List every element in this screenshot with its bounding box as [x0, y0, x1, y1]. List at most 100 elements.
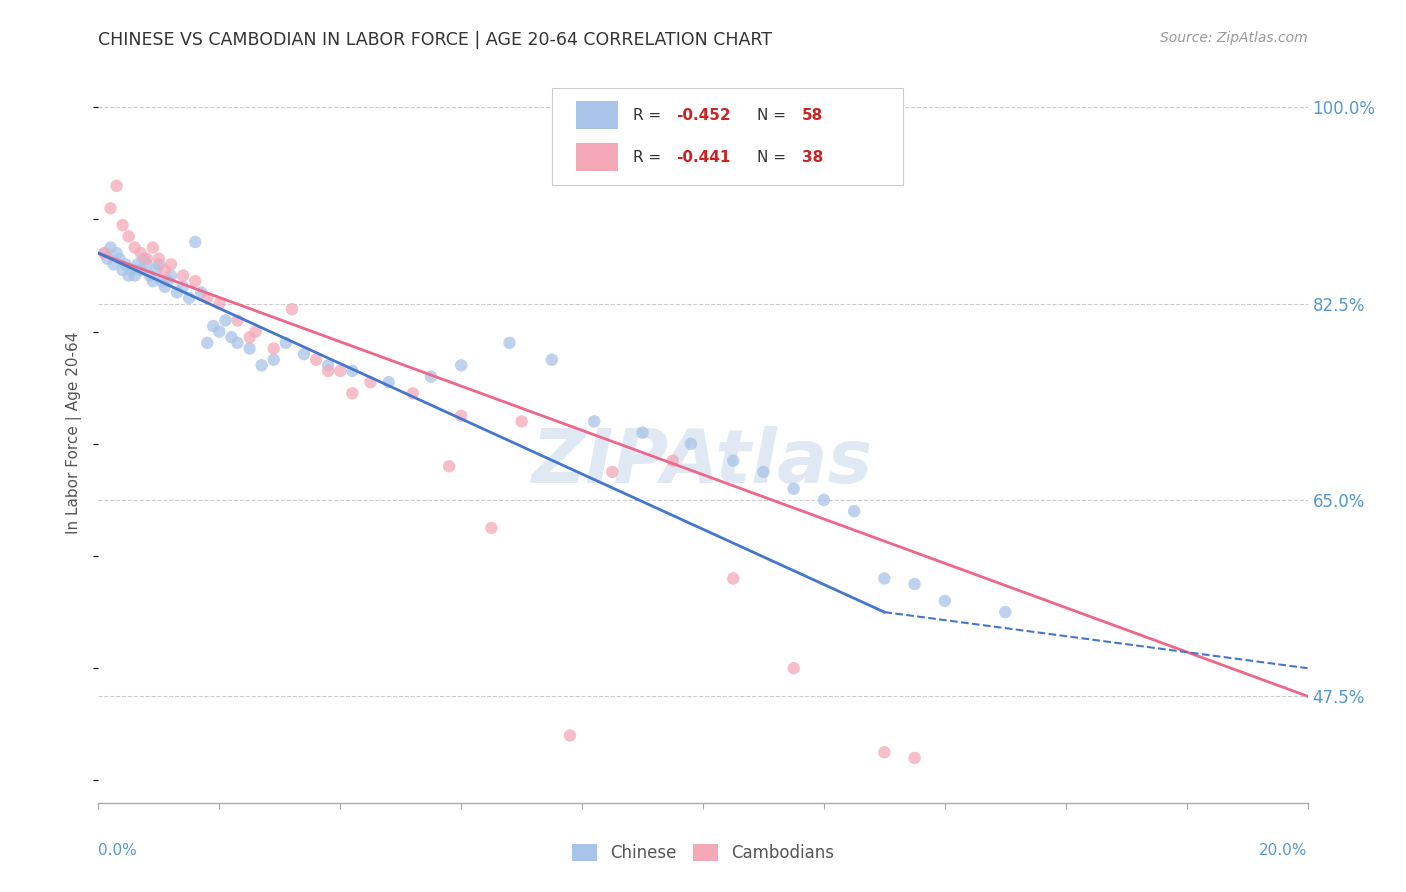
Point	[172, 280, 194, 294]
Text: ZIPAtlas: ZIPAtlas	[533, 425, 873, 499]
Point	[873, 745, 896, 759]
Point	[245, 325, 267, 339]
Point	[994, 605, 1017, 619]
Point	[226, 313, 249, 327]
Point	[239, 342, 262, 356]
Point	[904, 751, 927, 765]
Y-axis label: In Labor Force | Age 20-64: In Labor Force | Age 20-64	[66, 332, 83, 533]
Point	[160, 268, 183, 283]
Text: CHINESE VS CAMBODIAN IN LABOR FORCE | AGE 20-64 CORRELATION CHART: CHINESE VS CAMBODIAN IN LABOR FORCE | AG…	[98, 31, 772, 49]
Point	[111, 263, 134, 277]
Point	[156, 274, 179, 288]
Point	[783, 482, 806, 496]
Point	[377, 375, 399, 389]
Point	[540, 352, 562, 367]
Point	[114, 257, 136, 271]
Text: Source: ZipAtlas.com: Source: ZipAtlas.com	[1160, 31, 1308, 45]
Legend: Chinese, Cambodians: Chinese, Cambodians	[565, 837, 841, 869]
Point	[510, 414, 533, 428]
FancyBboxPatch shape	[551, 88, 903, 185]
FancyBboxPatch shape	[576, 101, 619, 129]
Point	[226, 335, 249, 350]
Point	[190, 285, 212, 300]
Point	[679, 437, 702, 451]
Point	[150, 274, 173, 288]
Point	[103, 257, 125, 271]
Point	[135, 252, 157, 266]
Point	[250, 359, 273, 373]
Point	[783, 661, 806, 675]
Point	[148, 257, 170, 271]
Point	[100, 240, 122, 255]
Point	[904, 577, 927, 591]
Point	[118, 229, 141, 244]
Point	[129, 263, 152, 277]
Point	[208, 296, 231, 310]
Point	[100, 201, 122, 215]
Point	[208, 325, 231, 339]
Point	[263, 342, 285, 356]
Point	[450, 409, 472, 423]
Point	[723, 571, 745, 585]
Point	[342, 364, 364, 378]
Text: N =: N =	[758, 108, 792, 122]
Point	[305, 352, 328, 367]
Point	[329, 364, 352, 378]
Point	[274, 335, 297, 350]
Text: 0.0%: 0.0%	[98, 843, 138, 858]
Point	[402, 386, 425, 401]
Point	[813, 492, 835, 507]
Point	[166, 285, 188, 300]
Point	[153, 263, 176, 277]
Point	[752, 465, 775, 479]
Point	[934, 594, 956, 608]
Point	[135, 257, 157, 271]
Point	[195, 335, 218, 350]
Point	[239, 330, 262, 344]
Point	[202, 319, 225, 334]
Point	[583, 414, 606, 428]
Point	[360, 375, 382, 389]
Point	[481, 521, 503, 535]
Point	[105, 246, 128, 260]
Point	[148, 252, 170, 266]
Text: R =: R =	[633, 108, 666, 122]
Point	[184, 235, 207, 249]
Text: N =: N =	[758, 150, 792, 165]
Point	[558, 729, 581, 743]
Point	[96, 252, 118, 266]
Point	[498, 335, 520, 350]
Point	[437, 459, 460, 474]
Point	[124, 268, 146, 283]
FancyBboxPatch shape	[576, 143, 619, 171]
Point	[602, 465, 624, 479]
Point	[316, 359, 339, 373]
Text: 20.0%: 20.0%	[1260, 843, 1308, 858]
Point	[179, 291, 201, 305]
Point	[139, 268, 162, 283]
Point	[93, 246, 115, 260]
Point	[105, 178, 128, 193]
Point	[723, 453, 745, 467]
Point	[316, 364, 339, 378]
Point	[292, 347, 315, 361]
Text: -0.441: -0.441	[676, 150, 731, 165]
Point	[127, 257, 149, 271]
Point	[184, 274, 207, 288]
Point	[145, 263, 167, 277]
Point	[661, 453, 683, 467]
Point	[342, 386, 364, 401]
Point	[172, 268, 194, 283]
Point	[118, 268, 141, 283]
Point	[121, 263, 143, 277]
Point	[160, 257, 183, 271]
Point	[108, 252, 131, 266]
Point	[111, 218, 134, 232]
Point	[631, 425, 654, 440]
Point	[153, 280, 176, 294]
Point	[873, 571, 896, 585]
Point	[450, 359, 472, 373]
Point	[132, 252, 155, 266]
Text: R =: R =	[633, 150, 666, 165]
Point	[221, 330, 243, 344]
